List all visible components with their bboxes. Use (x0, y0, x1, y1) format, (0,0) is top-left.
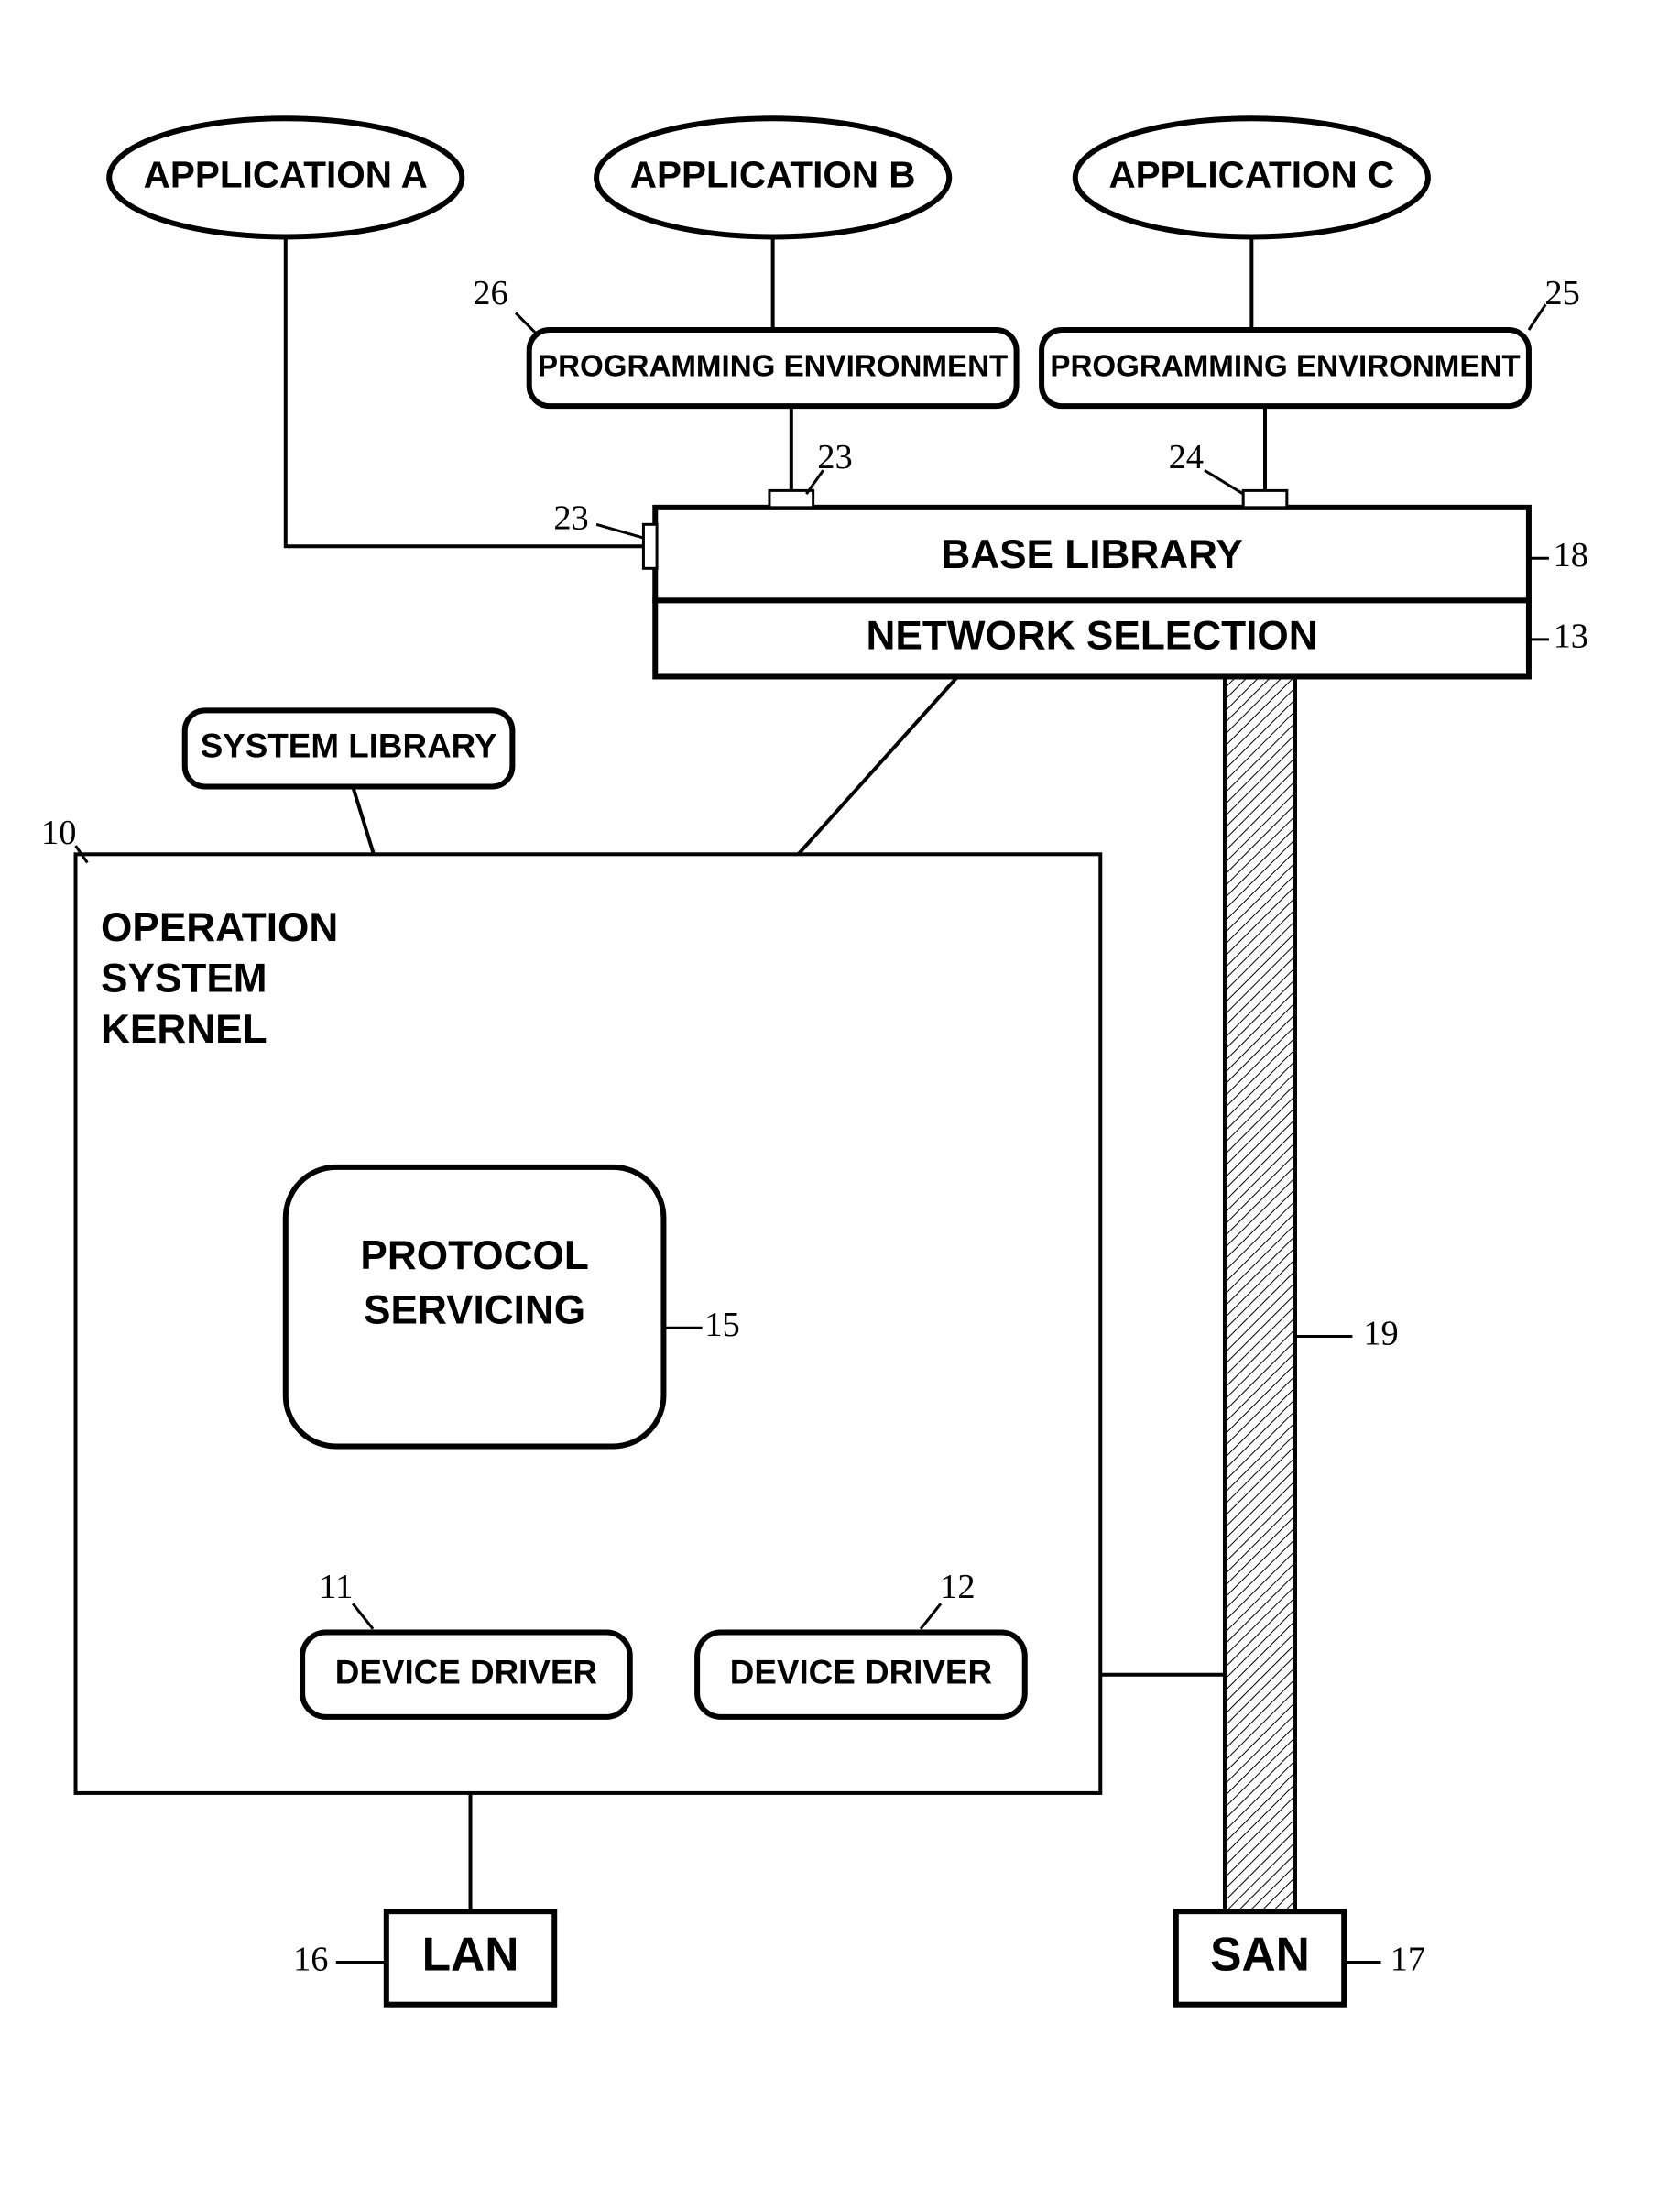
svg-text:KERNEL: KERNEL (101, 1007, 267, 1052)
svg-text:OPERATION: OPERATION (101, 905, 338, 950)
svg-text:26: 26 (473, 274, 507, 312)
svg-text:10: 10 (41, 814, 76, 852)
svg-text:PROGRAMMING ENVIRONMENT: PROGRAMMING ENVIRONMENT (538, 349, 1008, 383)
svg-text:PROGRAMMING ENVIRONMENT: PROGRAMMING ENVIRONMENT (1050, 349, 1520, 383)
svg-text:16: 16 (293, 1940, 328, 1978)
svg-text:SYSTEM: SYSTEM (101, 956, 267, 1001)
svg-text:19: 19 (1363, 1314, 1398, 1352)
svg-text:23: 23 (553, 498, 588, 537)
svg-text:25: 25 (1544, 274, 1579, 312)
svg-text:15: 15 (704, 1306, 739, 1344)
svg-text:SYSTEM LIBRARY: SYSTEM LIBRARY (201, 728, 497, 765)
svg-text:BASE LIBRARY: BASE LIBRARY (941, 532, 1243, 577)
svg-text:SAN: SAN (1210, 1928, 1310, 1981)
svg-text:APPLICATION B: APPLICATION B (630, 154, 916, 196)
svg-text:23: 23 (817, 438, 852, 476)
svg-text:APPLICATION C: APPLICATION C (1108, 154, 1394, 196)
svg-text:DEVICE DRIVER: DEVICE DRIVER (335, 1653, 597, 1690)
svg-text:PROTOCOL: PROTOCOL (360, 1233, 588, 1278)
svg-text:17: 17 (1391, 1940, 1425, 1978)
svg-text:24: 24 (1169, 438, 1204, 476)
svg-text:DEVICE DRIVER: DEVICE DRIVER (730, 1653, 992, 1690)
svg-text:13: 13 (1554, 618, 1588, 656)
svg-text:SERVICING: SERVICING (364, 1287, 585, 1332)
svg-text:18: 18 (1554, 536, 1588, 574)
svg-text:11: 11 (319, 1568, 353, 1606)
svg-text:LAN: LAN (422, 1928, 519, 1981)
svg-text:NETWORK SELECTION: NETWORK SELECTION (867, 614, 1318, 659)
svg-text:12: 12 (940, 1568, 975, 1606)
svg-text:APPLICATION A: APPLICATION A (144, 154, 428, 196)
